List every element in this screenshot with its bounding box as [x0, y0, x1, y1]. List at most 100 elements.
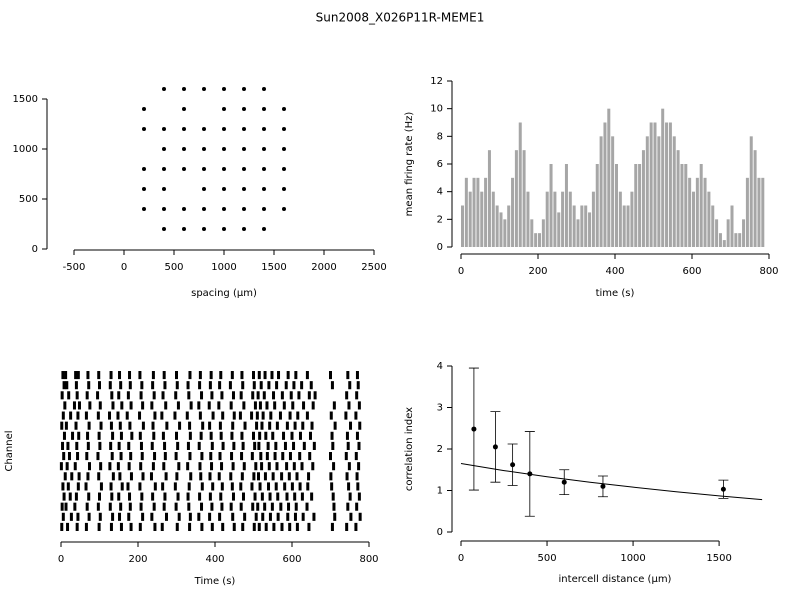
spike — [187, 482, 191, 491]
spike — [151, 462, 155, 471]
bar — [715, 219, 719, 247]
spike — [308, 452, 312, 461]
bar — [665, 122, 669, 247]
spike — [331, 441, 335, 450]
bar — [545, 191, 549, 247]
y-tick-label: 10 — [430, 104, 443, 115]
spike — [349, 421, 353, 430]
spike — [290, 482, 294, 491]
spike — [188, 371, 192, 380]
spike — [240, 472, 244, 481]
spike — [141, 401, 145, 410]
spike — [68, 492, 72, 501]
spike — [175, 472, 179, 481]
bar — [480, 191, 484, 247]
spike — [151, 492, 155, 501]
spike — [67, 391, 71, 400]
spike — [221, 411, 225, 420]
spike — [311, 462, 315, 471]
spike — [288, 522, 292, 531]
spike — [218, 381, 222, 390]
point — [222, 147, 226, 151]
spike — [258, 431, 262, 440]
spike — [355, 431, 359, 440]
spike — [254, 462, 258, 471]
spike — [332, 502, 336, 511]
bar — [526, 191, 530, 247]
spike — [240, 431, 244, 440]
spike — [267, 482, 271, 491]
point — [262, 167, 266, 171]
spike — [65, 462, 69, 471]
spike — [109, 441, 113, 450]
spike — [210, 502, 214, 511]
spike — [60, 502, 64, 511]
spike — [127, 512, 131, 521]
spike — [266, 441, 270, 450]
spike — [301, 421, 305, 430]
spike — [285, 421, 289, 430]
point — [282, 127, 286, 131]
spike — [219, 371, 223, 380]
point — [222, 167, 226, 171]
y-tick-label: 500 — [19, 194, 38, 205]
spike — [208, 381, 212, 390]
spike — [153, 411, 157, 420]
spike — [74, 492, 78, 501]
spike — [241, 441, 245, 450]
spike — [151, 381, 155, 390]
spike — [221, 522, 225, 531]
spike — [307, 522, 311, 531]
spike — [267, 462, 271, 471]
spike — [277, 371, 281, 380]
spike — [268, 492, 272, 501]
bar — [549, 164, 553, 247]
spike — [110, 391, 114, 400]
spike — [230, 452, 234, 461]
spike — [241, 492, 245, 501]
spike — [176, 441, 180, 450]
spike — [109, 371, 113, 380]
point — [162, 87, 166, 91]
spike — [130, 431, 134, 440]
bar — [518, 122, 522, 247]
spike — [200, 522, 204, 531]
spike — [232, 522, 236, 531]
spike — [332, 462, 336, 471]
point — [600, 483, 606, 489]
spike — [200, 452, 204, 461]
spike — [280, 391, 284, 400]
spike — [307, 472, 311, 481]
spike — [141, 512, 145, 521]
spike — [348, 381, 352, 390]
spike — [221, 441, 225, 450]
spike — [139, 462, 143, 471]
spike — [291, 401, 295, 410]
spike — [265, 452, 269, 461]
spike — [230, 431, 234, 440]
bar — [749, 136, 753, 247]
y-tick-label: 12 — [430, 76, 443, 87]
spike — [358, 421, 362, 430]
spike — [274, 441, 278, 450]
spike — [242, 462, 246, 471]
spike — [258, 482, 262, 491]
spike — [294, 502, 298, 511]
spike — [250, 482, 254, 491]
spike — [174, 452, 178, 461]
x-tick-label: 1500 — [261, 262, 286, 273]
x-tick-label: 1000 — [211, 262, 236, 273]
spike — [257, 472, 261, 481]
spike — [73, 462, 77, 471]
point — [242, 147, 246, 151]
bar — [561, 191, 565, 247]
bar — [607, 108, 611, 248]
spike — [282, 401, 286, 410]
spike — [232, 411, 236, 420]
spike — [240, 452, 244, 461]
spike — [255, 421, 259, 430]
spike — [74, 421, 78, 430]
spike — [153, 522, 157, 531]
spike — [161, 431, 165, 440]
